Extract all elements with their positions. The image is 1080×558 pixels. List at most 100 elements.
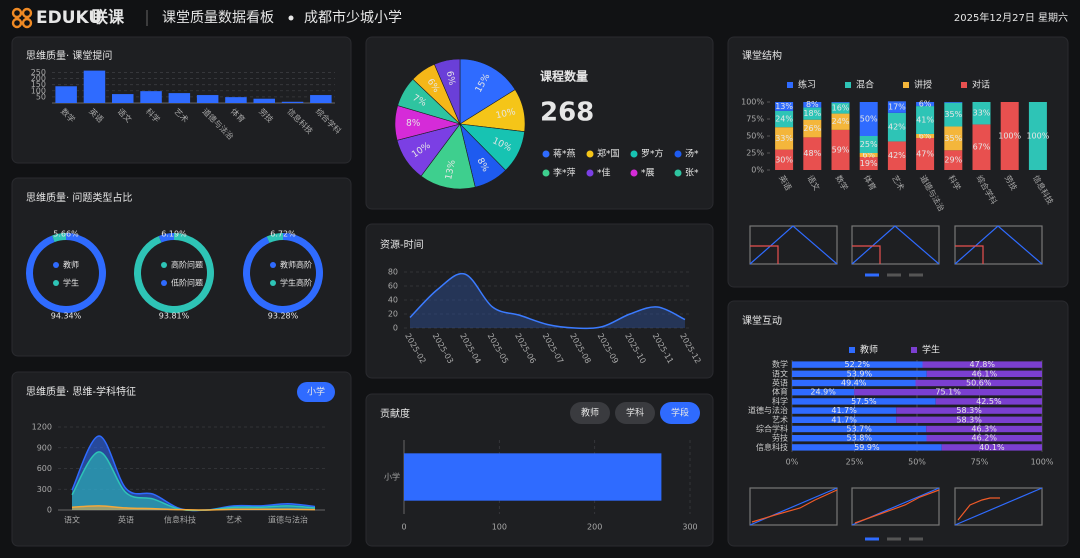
value-label: 24% bbox=[775, 115, 793, 124]
filter-button-label[interactable]: 教师 bbox=[581, 407, 599, 419]
area-fill bbox=[410, 273, 685, 329]
filter-button-label[interactable]: 学段 bbox=[671, 407, 689, 419]
logo-cn: 联课 bbox=[92, 8, 125, 27]
school-name: 成都市少城小学 bbox=[304, 9, 402, 26]
bar-segment bbox=[916, 138, 935, 170]
bar-segment bbox=[792, 444, 942, 451]
value-label: 35% bbox=[944, 110, 962, 119]
page-title: 课堂质量数据看板 bbox=[162, 10, 274, 26]
y-tick-label: 劳技 bbox=[772, 433, 788, 443]
bar-segment bbox=[792, 425, 927, 433]
y-tick-label: 100 bbox=[31, 86, 46, 95]
filter-button[interactable] bbox=[660, 402, 700, 424]
bar-segment bbox=[944, 150, 963, 170]
y-tick-label: 100% bbox=[741, 98, 764, 107]
bar-segment bbox=[775, 102, 794, 111]
legend-label: 对话 bbox=[972, 79, 990, 91]
bar bbox=[310, 95, 332, 103]
bar-segment bbox=[859, 157, 878, 170]
x-tick-label: 语文 bbox=[64, 515, 80, 525]
y-tick-label: 道德与法治 bbox=[748, 405, 788, 415]
filter-button-label[interactable]: 学科 bbox=[626, 407, 644, 419]
value-label: 58.3% bbox=[956, 406, 982, 415]
logo-icon bbox=[11, 7, 33, 29]
bar bbox=[253, 98, 276, 103]
chart-title: 课堂互动 bbox=[742, 315, 782, 327]
line bbox=[409, 272, 686, 330]
bar-segment bbox=[1028, 102, 1047, 170]
y-tick-label: 小学 bbox=[384, 472, 400, 482]
y-tick-label: 综合学科 bbox=[756, 424, 788, 434]
y-tick-label: 50% bbox=[746, 132, 764, 141]
legend-label: 练习 bbox=[798, 79, 816, 91]
value-label: 35% bbox=[944, 134, 962, 143]
value-label: 46.2% bbox=[972, 434, 998, 443]
legend-marker bbox=[161, 280, 167, 286]
value-label: 100% bbox=[1026, 132, 1049, 141]
bar bbox=[281, 101, 304, 103]
value-label: 93.28% bbox=[268, 312, 299, 321]
bar-segment bbox=[916, 106, 935, 134]
y-tick-label: 0% bbox=[751, 166, 764, 175]
bar-segment bbox=[775, 127, 794, 150]
y-tick-label: 0 bbox=[393, 324, 398, 333]
y-tick-label: 150 bbox=[31, 80, 46, 89]
legend-label: 汤* bbox=[685, 149, 699, 160]
x-tick-label: 艺术 bbox=[226, 515, 242, 525]
value-label: 41.7% bbox=[831, 415, 857, 424]
value-label: 6% bbox=[919, 132, 932, 141]
value-label: 47% bbox=[916, 150, 934, 159]
value-label: 8% bbox=[406, 119, 421, 129]
filter-button[interactable] bbox=[615, 402, 655, 424]
logo-text: EDUKU bbox=[36, 8, 102, 28]
value-label: 25% bbox=[860, 140, 878, 149]
value-label: 41.7% bbox=[831, 406, 857, 415]
bar bbox=[404, 453, 662, 501]
legend-label: 高阶问题 bbox=[171, 260, 203, 270]
bar-segment bbox=[831, 113, 850, 130]
legend-marker bbox=[542, 169, 550, 177]
value-label: 46.3% bbox=[971, 425, 997, 434]
filter-button-label[interactable]: 小学 bbox=[307, 386, 325, 398]
value-label: 24% bbox=[832, 117, 850, 126]
bar-segment bbox=[803, 119, 822, 138]
legend-marker bbox=[961, 82, 967, 88]
y-tick-label: 数学 bbox=[772, 359, 788, 369]
y-tick-label: 40 bbox=[388, 296, 398, 305]
bar bbox=[140, 91, 162, 103]
value-label: 42.5% bbox=[976, 397, 1002, 406]
legend-label: 教师高阶 bbox=[280, 260, 312, 270]
bar-segment bbox=[944, 102, 963, 127]
value-label: 33% bbox=[775, 134, 793, 143]
filter-button[interactable] bbox=[570, 402, 610, 424]
value-label: 93.81% bbox=[159, 312, 190, 321]
panel bbox=[11, 177, 352, 357]
donut-slice bbox=[52, 233, 66, 243]
bar bbox=[168, 93, 191, 103]
value-label: 48% bbox=[803, 149, 821, 158]
bar-segment bbox=[896, 407, 1042, 414]
legend-label: 罗*方 bbox=[641, 148, 664, 160]
legend-label: 教师 bbox=[63, 260, 79, 270]
legend-marker bbox=[270, 280, 276, 286]
bar-segment bbox=[792, 379, 916, 387]
filter-button[interactable] bbox=[297, 382, 335, 402]
bar-segment bbox=[972, 124, 991, 170]
bar-segment bbox=[792, 361, 923, 368]
bar-segment bbox=[792, 389, 855, 396]
legend-marker bbox=[630, 169, 638, 177]
legend-marker bbox=[270, 262, 276, 268]
bar bbox=[111, 94, 134, 103]
x-tick-label: 信息科技 bbox=[164, 515, 196, 525]
bar-segment bbox=[859, 153, 878, 158]
legend-marker bbox=[903, 82, 909, 88]
legend-marker bbox=[845, 82, 851, 88]
value-label: 13% bbox=[775, 102, 793, 111]
y-tick-label: 80 bbox=[388, 268, 398, 277]
chart-title: 思维质量· 思维-学科特征 bbox=[26, 385, 136, 398]
x-tick-label: 0% bbox=[786, 458, 799, 467]
bar bbox=[225, 97, 247, 103]
legend-label: *展 bbox=[641, 168, 655, 179]
value-label: 6.72% bbox=[270, 230, 296, 239]
bar-segment bbox=[915, 379, 1042, 387]
